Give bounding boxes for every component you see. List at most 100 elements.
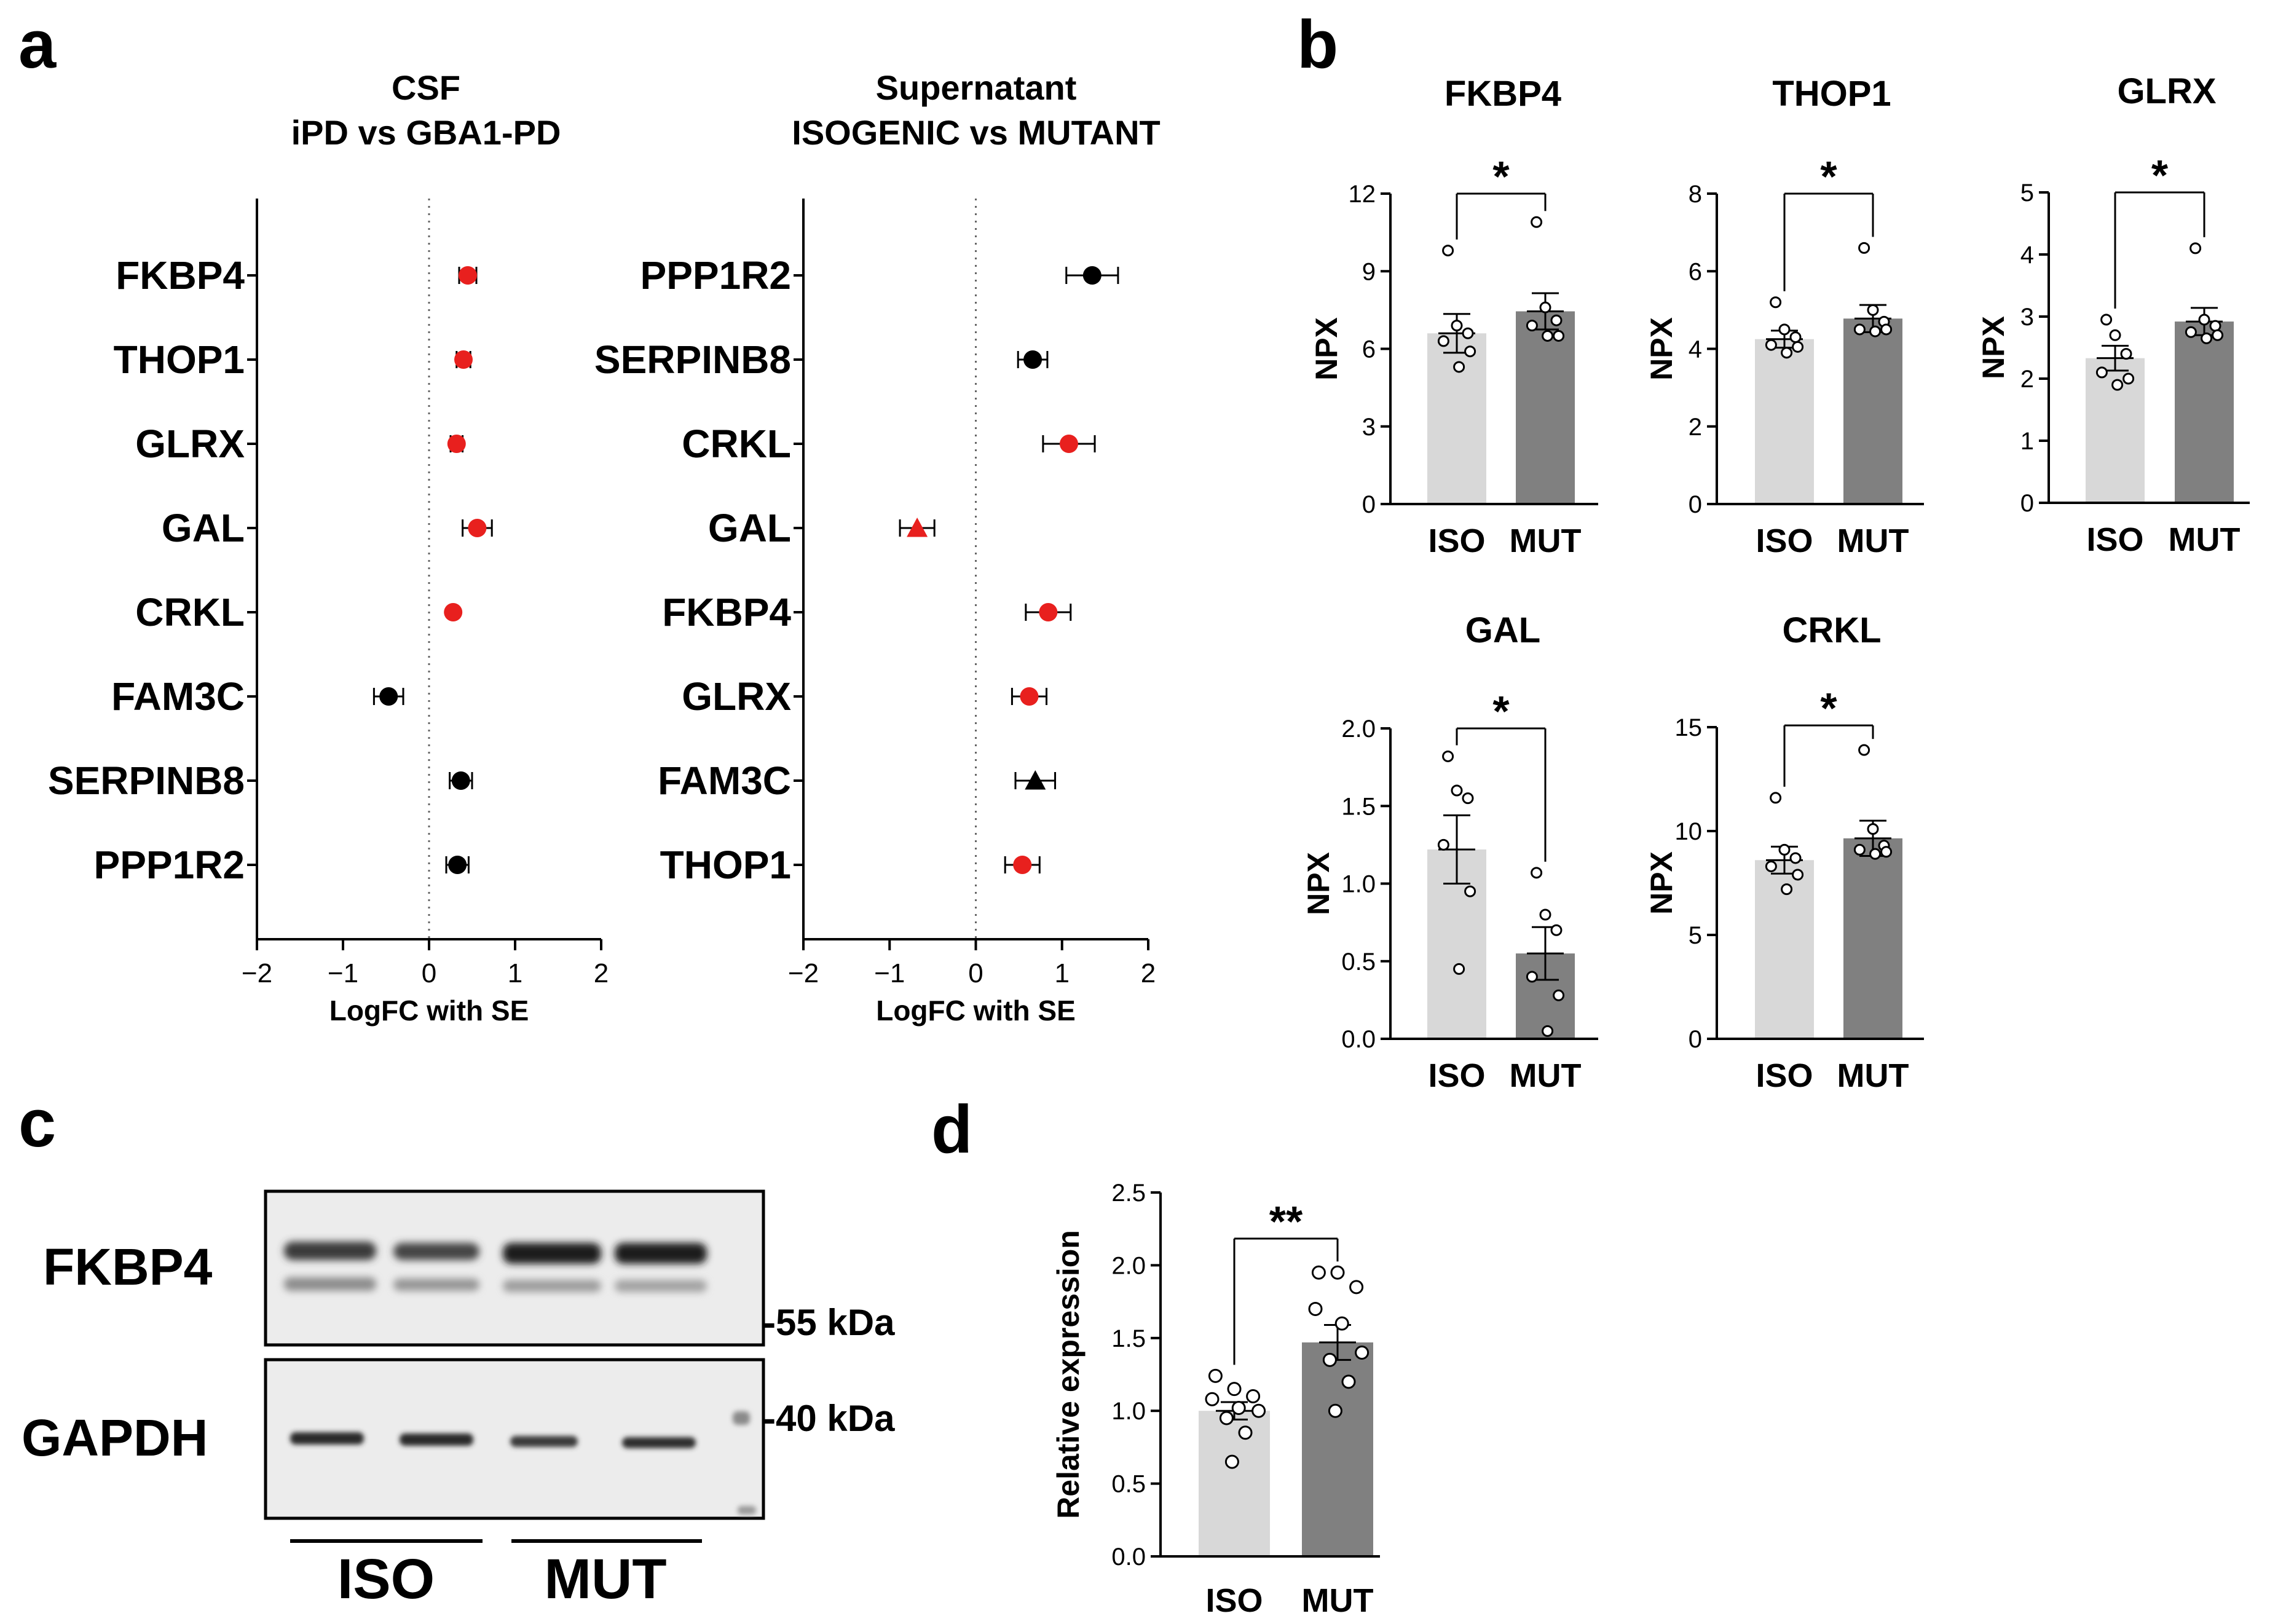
bar-chart-crkl: CRKL ISO MUT 0 5 10 15 NPX *	[1644, 610, 1924, 1094]
data-point	[2111, 379, 2124, 391]
data-point	[1039, 603, 1058, 621]
y-tick-label: 1	[2020, 428, 2034, 455]
forest-plot-csf: CSF iPD vs GBA1-PD −2 −1 0 1 2 LogFC with SE FKB…	[48, 68, 609, 1027]
gene-label: FAM3C	[111, 674, 245, 719]
x-tick-label: −1	[328, 958, 358, 988]
y-tick-label: 6	[1689, 258, 1702, 285]
marker-55kda: -55 kDa	[763, 1302, 895, 1343]
category-label: ISO	[1428, 522, 1485, 559]
data-point	[2201, 332, 2213, 344]
x-tick-label: 2	[594, 958, 609, 988]
data-point	[1059, 435, 1078, 453]
bar-chart-fkbp4: FKBP4 ISO MUT 0 3 6 9 12 NPX *	[1309, 74, 1598, 559]
data-point	[1789, 331, 1802, 344]
data-point	[1858, 242, 1870, 254]
y-tick-label: 0	[1362, 491, 1376, 518]
bar-mut	[1302, 1342, 1373, 1556]
y-tick-label: 2.0	[1111, 1252, 1146, 1279]
y-tick-label: 5	[2020, 179, 2034, 207]
chart-title-line: Supernatant	[876, 68, 1077, 107]
data-point-triangle	[907, 518, 928, 537]
y-axis-label: NPX	[1644, 317, 1679, 380]
gene-label: FAM3C	[658, 759, 791, 803]
data-point	[1858, 744, 1870, 756]
data-point	[1531, 867, 1543, 879]
ladder-smudges	[733, 1411, 756, 1515]
y-tick-label: 0	[1689, 1026, 1702, 1053]
data-point	[1453, 361, 1465, 373]
data-point	[1355, 1345, 1370, 1360]
y-tick-label: 2.5	[1111, 1180, 1146, 1207]
data-point	[1526, 971, 1538, 983]
significance-marker: *	[1492, 152, 1510, 200]
panel-label-a: a	[18, 7, 57, 82]
data-point	[1778, 323, 1791, 336]
category-label: MUT	[1837, 522, 1909, 559]
data-point	[1853, 323, 1866, 336]
y-tick-label: 0	[2020, 490, 2034, 517]
data-point	[1013, 856, 1032, 874]
data-point	[1792, 869, 1804, 881]
gene-label: FKBP4	[116, 253, 245, 298]
panel-label-c: c	[18, 1086, 56, 1161]
data-point	[1867, 304, 1879, 316]
data-point	[1451, 784, 1463, 797]
category-label: MUT	[1302, 1582, 1374, 1619]
gene-label: GLRX	[682, 674, 791, 719]
y-tick-label: 1.0	[1341, 871, 1376, 898]
chart-title: FKBP4	[1445, 74, 1561, 114]
data-point	[448, 856, 467, 874]
x-tick-label: −1	[874, 958, 905, 988]
significance-marker: **	[1269, 1197, 1303, 1245]
forest-plot-supernatant: Supernatant ISOGENIC vs MUTANT −2 −1 0 1 2 LogF…	[594, 68, 1161, 1027]
data-point	[2189, 242, 2202, 254]
data-point	[1778, 843, 1791, 856]
data-point	[444, 603, 463, 621]
chart-title: CRKL	[1782, 610, 1881, 650]
chart-title-line: CSF	[392, 68, 460, 107]
x-tick-label: 1	[508, 958, 522, 988]
gene-label: GLRX	[135, 422, 245, 466]
data-point	[1442, 750, 1454, 762]
x-axis-label: LogFC with SE	[329, 995, 529, 1027]
bar-iso	[1427, 333, 1486, 504]
y-tick-label: 3	[2020, 304, 2034, 331]
data-point	[1238, 1425, 1253, 1440]
data-point	[1082, 266, 1102, 285]
gene-label: CRKL	[682, 422, 791, 466]
data-point	[1792, 341, 1804, 353]
gene-label: SERPINB8	[48, 759, 245, 803]
y-axis-label: NPX	[1301, 852, 1336, 915]
gene-label: PPP1R2	[640, 253, 791, 298]
y-axis-label: NPX	[1644, 851, 1679, 915]
chart-title: GAL	[1465, 610, 1540, 650]
data-point	[1451, 320, 1463, 332]
data-point	[447, 435, 466, 453]
data-point	[1531, 216, 1543, 228]
x-tick-label: −2	[788, 958, 819, 988]
y-tick-label: 2	[1689, 414, 1702, 441]
data-point	[1020, 687, 1039, 706]
y-tick-label: 0.5	[1341, 948, 1376, 976]
blot-membrane-fkbp4	[264, 1189, 765, 1347]
data-point	[468, 519, 487, 537]
gene-label: THOP1	[114, 337, 245, 382]
data-point	[1553, 329, 1565, 342]
bar-iso	[1199, 1411, 1270, 1556]
gene-label: FKBP4	[662, 590, 791, 634]
data-point	[1765, 860, 1777, 872]
y-tick-label: 1.5	[1341, 793, 1376, 820]
data-point	[1462, 792, 1474, 805]
data-point-triangle	[1025, 770, 1046, 790]
data-point	[1464, 345, 1476, 358]
data-point	[1770, 792, 1782, 804]
data-point	[2120, 348, 2132, 360]
fkbp4-upper-bands	[284, 1242, 707, 1264]
data-point	[1349, 1280, 1364, 1295]
y-tick-label: 0.5	[1111, 1471, 1146, 1498]
chart-title: GLRX	[2117, 71, 2216, 111]
y-tick-label: 3	[1362, 414, 1376, 441]
category-label: MUT	[1510, 1057, 1582, 1094]
data-point	[1550, 314, 1563, 326]
bar-chart-thop1: THOP1 ISO MUT 0 2 4 6 8 NPX *	[1644, 74, 1924, 559]
